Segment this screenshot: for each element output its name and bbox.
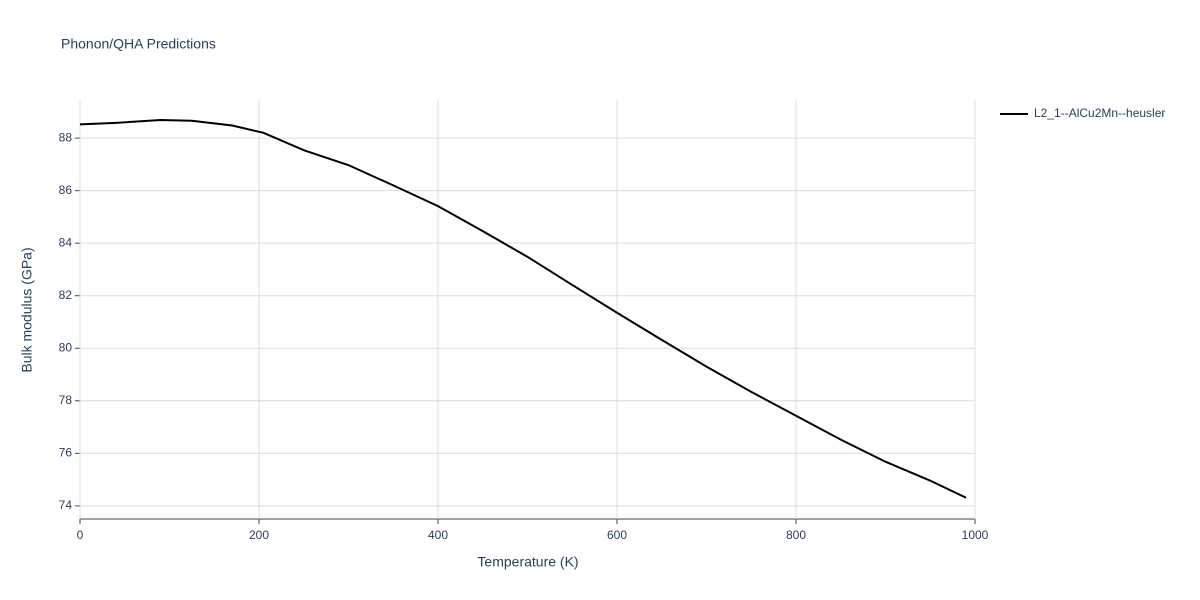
y-tick-label: 80 xyxy=(59,340,73,354)
x-tick-label: 800 xyxy=(786,528,806,542)
x-axis-title: Temperature (K) xyxy=(477,554,578,570)
x-tick-label: 200 xyxy=(249,528,269,542)
y-tick-label: 86 xyxy=(59,183,73,197)
y-tick-label: 88 xyxy=(59,130,73,144)
x-tick-label: 400 xyxy=(428,528,448,542)
y-tick-label: 78 xyxy=(59,393,73,407)
x-tick-label: 0 xyxy=(77,528,84,542)
data-line xyxy=(79,118,967,499)
chart-title: Phonon/QHA Predictions xyxy=(61,36,216,52)
y-tick-label: 84 xyxy=(59,235,73,249)
x-tick-label: 1000 xyxy=(962,528,989,542)
legend-label: L2_1--AlCu2Mn--heusler xyxy=(1034,106,1165,120)
y-tick-label: 74 xyxy=(59,498,73,512)
y-tick-label: 76 xyxy=(59,445,73,459)
y-tick-label: 82 xyxy=(59,288,73,302)
x-tick-label: 600 xyxy=(607,528,627,542)
y-axis-title: Bulk modulus (GPa) xyxy=(19,247,35,372)
